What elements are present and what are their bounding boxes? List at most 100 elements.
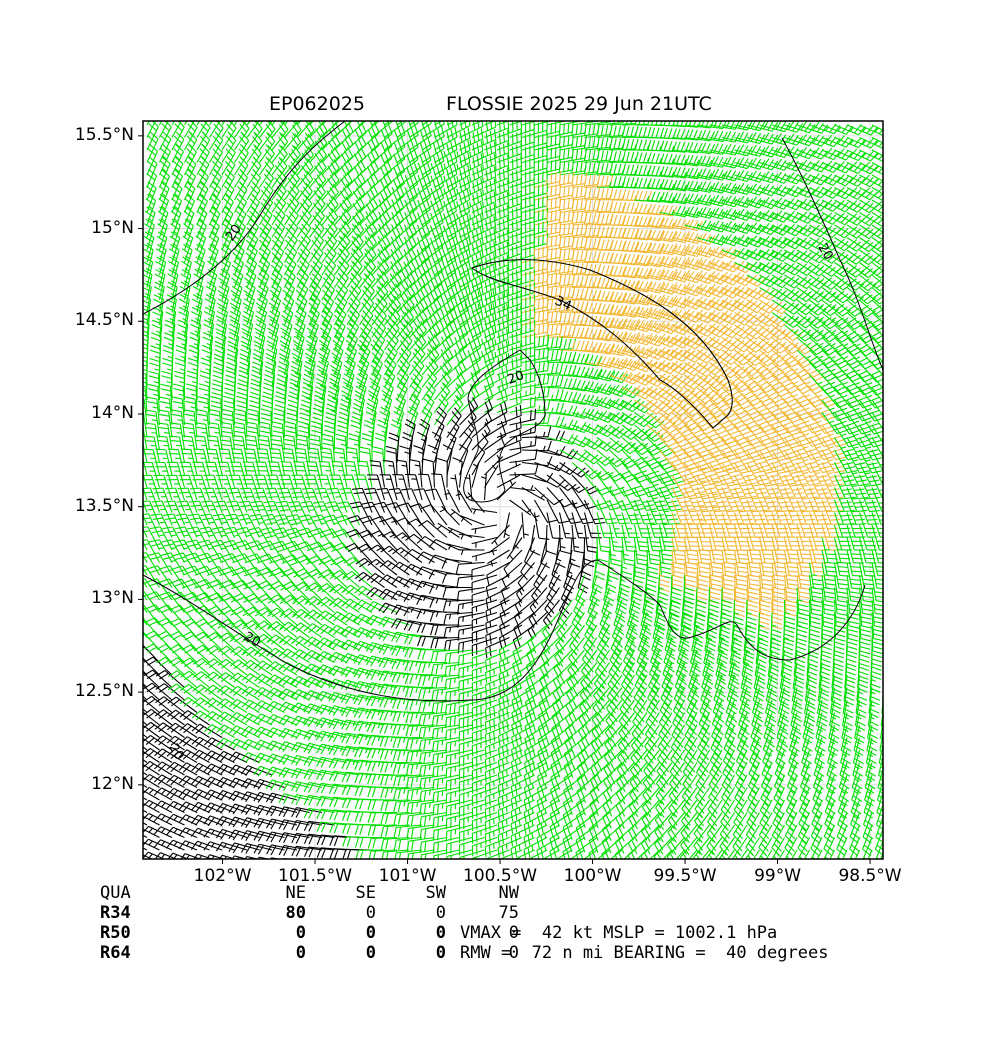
wind-barb xyxy=(437,458,447,487)
wind-barbs xyxy=(117,95,915,893)
wind-barb xyxy=(885,175,915,188)
wind-barb xyxy=(885,138,915,150)
wind-barb xyxy=(885,625,896,654)
row-label: R34 xyxy=(100,903,131,923)
wind-barb xyxy=(885,225,915,240)
wind-barb xyxy=(279,475,297,500)
wind-barb xyxy=(647,513,665,538)
wind-barb xyxy=(885,413,909,435)
wind-barb xyxy=(885,513,904,538)
wind-barb xyxy=(220,593,247,612)
wind-barb xyxy=(885,638,895,667)
quadrant-row-r34: R34 80 0 0 75 xyxy=(100,903,440,923)
wind-barb xyxy=(885,150,915,162)
lat-tick-label: 13°N xyxy=(0,588,134,608)
wind-barb xyxy=(547,488,574,507)
wind-barb xyxy=(472,638,497,656)
vmax-mslp-summary: VMAX = 42 kt MSLP = 1002.1 hPa xyxy=(460,923,777,943)
wind-barb xyxy=(486,575,509,597)
wind-barb xyxy=(440,506,459,525)
storm-id-title: EP062025 xyxy=(269,93,365,115)
wind-barb xyxy=(472,600,497,618)
wind-barb xyxy=(697,513,715,538)
wind-barb xyxy=(502,563,522,590)
wind-barb xyxy=(885,450,907,473)
wind-barb xyxy=(316,475,334,500)
lat-tick-label: 15.5°N xyxy=(0,125,134,145)
wind-barb xyxy=(885,463,907,486)
wind-barb xyxy=(460,516,484,525)
wind-barb xyxy=(472,625,497,643)
wind-barb xyxy=(885,263,914,279)
wind-barb xyxy=(885,538,902,564)
wind-barb xyxy=(321,542,347,562)
wind-barb xyxy=(472,663,497,682)
wind-barb xyxy=(685,513,703,538)
wind-barb xyxy=(885,425,909,447)
wind-barb xyxy=(382,532,410,550)
wind-barb xyxy=(447,544,472,550)
row-label: R50 xyxy=(100,923,131,943)
wind-barb xyxy=(384,517,410,537)
wind-barb xyxy=(451,509,472,525)
lat-tick-label: 13.5°N xyxy=(0,496,134,516)
wind-barb xyxy=(560,525,571,554)
wind-barb xyxy=(296,555,322,575)
wind-barb xyxy=(560,199,587,213)
wind-barb xyxy=(392,475,409,500)
wind-barb xyxy=(883,663,893,692)
wind-barb xyxy=(885,438,908,461)
wind-barb xyxy=(885,375,911,395)
wind-barb xyxy=(229,856,260,865)
wind-barb xyxy=(456,563,484,575)
wind-barb xyxy=(443,588,472,598)
wind-barb xyxy=(155,697,184,713)
wind-barb xyxy=(615,825,634,852)
wind-barb xyxy=(193,672,222,688)
quadrant-row-r64: R64 0 0 0 0 xyxy=(100,943,440,963)
wind-barb xyxy=(391,420,401,450)
lat-tick-label: 15°N xyxy=(0,218,134,238)
wind-barb xyxy=(884,650,894,679)
wind-barb xyxy=(291,475,309,500)
wind-barb xyxy=(472,462,479,487)
storm-name-time-title: FLOSSIE 2025 29 Jun 21UTC xyxy=(446,93,712,115)
wind-barb xyxy=(672,550,685,578)
wind-barb xyxy=(472,588,497,606)
wind-barb xyxy=(380,475,397,500)
wind-barb xyxy=(143,709,172,725)
wind-barb xyxy=(513,525,522,549)
wind-barb xyxy=(885,388,910,409)
wind-barb xyxy=(457,575,485,588)
wind-barb xyxy=(885,238,914,253)
lat-tick-label: 12°N xyxy=(0,774,134,794)
row-value-nw: 75 xyxy=(400,903,519,923)
wind-barb xyxy=(710,513,728,538)
wind-barb xyxy=(885,488,905,512)
wind-barb xyxy=(245,581,272,600)
wind-barb xyxy=(507,538,522,560)
wind-barb xyxy=(585,513,602,538)
wind-barb xyxy=(885,213,915,227)
wind-barb xyxy=(885,475,906,499)
wind-barb xyxy=(885,275,914,292)
header-sw: SW xyxy=(410,883,446,903)
wind-barb xyxy=(735,563,748,591)
wind-barb xyxy=(453,458,463,488)
wind-barb xyxy=(885,600,898,628)
wind-barb xyxy=(170,618,197,637)
wind-barb xyxy=(883,675,893,705)
wind-barb xyxy=(451,474,460,500)
wind-barb xyxy=(585,525,598,553)
wind-barb xyxy=(547,313,575,325)
wind-barb xyxy=(885,200,915,214)
header-qua: QUA xyxy=(100,883,131,903)
wind-barb xyxy=(885,400,910,421)
wind-barb xyxy=(367,475,385,500)
wind-barb xyxy=(885,338,912,357)
wind-barb xyxy=(510,464,538,475)
wind-barb xyxy=(472,700,497,719)
wind-barb xyxy=(560,237,588,250)
lat-tick-label: 14°N xyxy=(0,403,134,423)
quadrant-row-r50: R50 0 0 0 0 xyxy=(100,923,440,943)
